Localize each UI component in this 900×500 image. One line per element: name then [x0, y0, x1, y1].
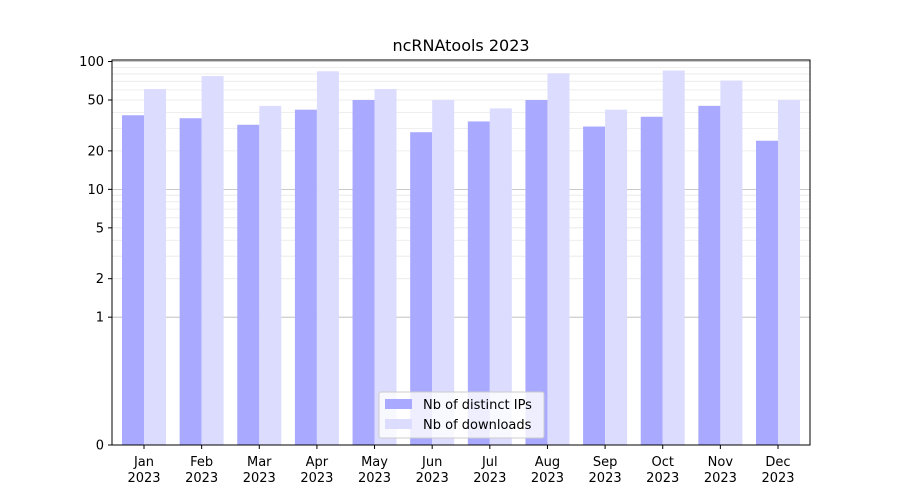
bar-distinct-ips-mar [237, 124, 260, 445]
legend-label-distinct-ips: Nb of distinct IPs [423, 398, 532, 413]
y-tick-label: 1 [96, 311, 104, 326]
x-tick-year: 2023 [646, 471, 679, 486]
y-tick-label: 0 [96, 439, 104, 454]
x-tick-label-sep: Sep 2023 [589, 455, 622, 486]
x-tick-month: Nov [708, 455, 734, 470]
bars [122, 70, 800, 446]
x-tick-month: Aug [535, 455, 560, 470]
x-tick-month: Apr [306, 455, 329, 470]
bar-downloads-dec [778, 100, 800, 445]
x-tick-label-feb: Feb 2023 [185, 455, 218, 486]
x-tick-month: Jul [481, 455, 498, 470]
x-tick-month: Mar [247, 455, 272, 470]
bar-distinct-ips-aug [525, 100, 548, 445]
x-tick-year: 2023 [473, 471, 506, 486]
bar-distinct-ips-jun [410, 132, 433, 445]
bar-downloads-aug [547, 73, 570, 445]
bar-downloads-mar [259, 105, 282, 445]
y-tick-label: 100 [79, 55, 104, 70]
x-tick-year: 2023 [243, 471, 276, 486]
x-tick-label-nov: Nov 2023 [704, 455, 737, 486]
chart-title: ncRNAtools 2023 [392, 36, 529, 55]
bar-downloads-may [374, 88, 397, 445]
x-tick-label-jan: Jan 2023 [127, 455, 160, 486]
x-tick-label-apr: Apr 2023 [300, 455, 333, 486]
bar-downloads-jun [432, 100, 455, 445]
legend-box [378, 391, 545, 439]
bar-downloads-sep [605, 109, 628, 445]
bar-distinct-ips-feb [179, 118, 202, 446]
bar-distinct-ips-oct [640, 116, 663, 445]
x-tick-year: 2023 [185, 471, 218, 486]
bar-distinct-ips-nov [698, 105, 721, 445]
x-tick-month: Oct [651, 455, 673, 470]
legend-swatch-downloads [385, 419, 412, 429]
x-tick-year: 2023 [358, 471, 391, 486]
x-tick-month: Jun [421, 455, 442, 470]
x-tick-month: May [361, 455, 388, 470]
bar-distinct-ips-jul [467, 121, 490, 445]
bar-distinct-ips-apr [294, 109, 317, 445]
bar-distinct-ips-jan [122, 115, 144, 445]
bar-distinct-ips-dec [756, 140, 778, 445]
bar-downloads-nov [720, 80, 743, 445]
y-tick-label: 20 [87, 144, 104, 159]
x-tick-year: 2023 [531, 471, 564, 486]
grid-lines [112, 61, 810, 318]
plot-frame [111, 59, 811, 446]
x-tick-year: 2023 [589, 471, 622, 486]
x-tick-label-jul: Jul 2023 [473, 455, 506, 486]
x-tick-year: 2023 [127, 471, 160, 486]
x-tick-label-aug: Aug 2023 [531, 455, 564, 486]
x-tick-month: Sep [593, 455, 618, 470]
bar-downloads-oct [662, 70, 685, 446]
x-tick-year: 2023 [300, 471, 333, 486]
bar-distinct-ips-may [352, 100, 375, 445]
x-tick-month: Feb [190, 455, 213, 470]
y-tick-label: 50 [87, 94, 104, 109]
y-tick-label: 10 [87, 183, 104, 198]
x-tick-label-dec: Dec 2023 [761, 455, 794, 486]
bar-downloads-feb [201, 76, 224, 446]
bar-downloads-jul [489, 108, 512, 445]
x-tick-year: 2023 [761, 471, 794, 486]
x-tick-label-may: May 2023 [358, 455, 391, 486]
x-tick-year: 2023 [704, 471, 737, 486]
y-tick-label: 5 [96, 221, 104, 236]
x-tick-label-jun: Jun 2023 [416, 455, 449, 486]
legend-swatch-distinct-ips [385, 399, 412, 409]
x-tick-label-mar: Mar 2023 [243, 455, 276, 486]
bar-distinct-ips-sep [583, 126, 606, 446]
bar-downloads-apr [316, 71, 339, 445]
x-tick-month: Dec [765, 455, 790, 470]
y-axis: 0 1 2 5 10 20 50 100 [79, 55, 112, 454]
legend-label-downloads: Nb of downloads [423, 418, 532, 433]
legend: Nb of distinct IPs Nb of downloads [378, 391, 545, 439]
bar-downloads-jan [144, 88, 166, 445]
x-tick-label-oct: Oct 2023 [646, 455, 679, 486]
x-tick-month: Jan [133, 455, 154, 470]
x-tick-year: 2023 [416, 471, 449, 486]
y-tick-label: 2 [96, 272, 104, 287]
